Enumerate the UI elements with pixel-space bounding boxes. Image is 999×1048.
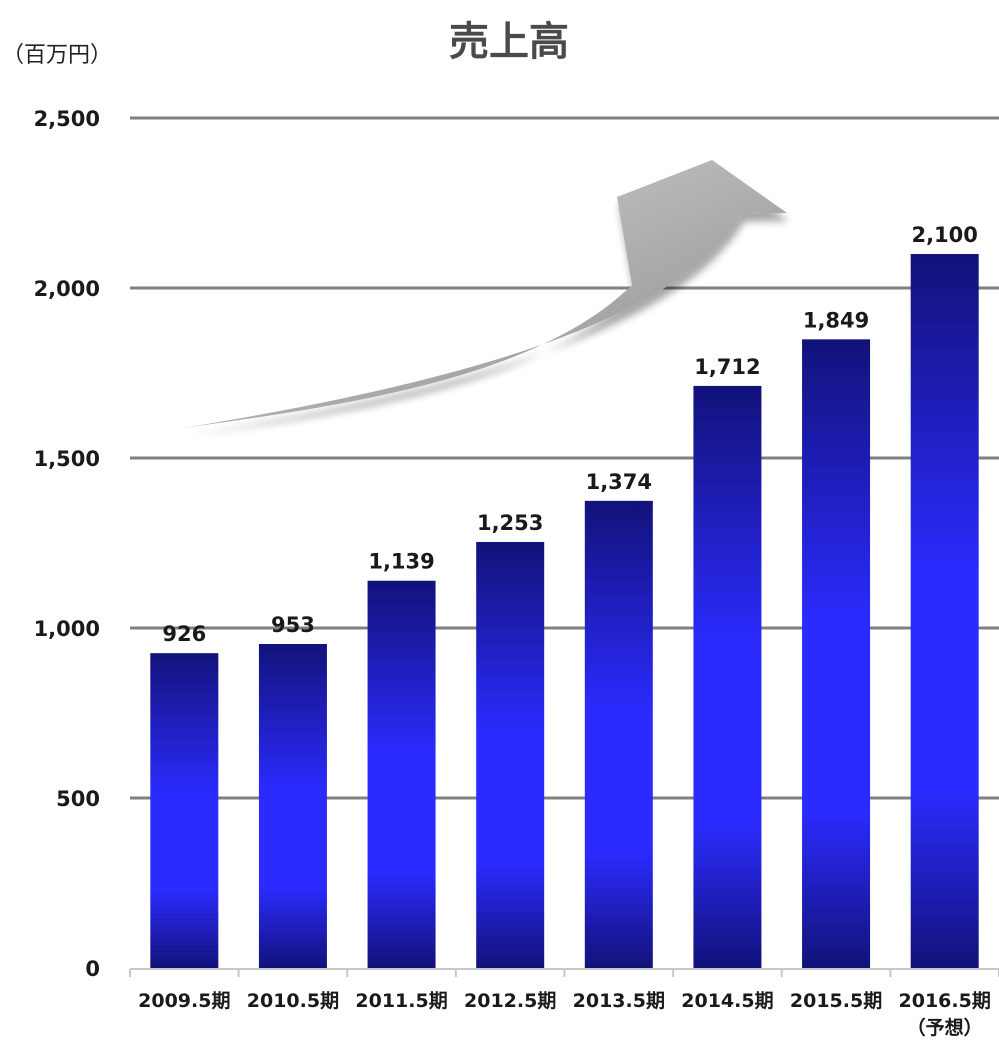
y-axis-unit-label: （百万円） (2, 43, 112, 68)
x-axis: 2009.5期 2010.5期 2011.5期 2012.5期 2013.5期 2014.… (129, 968, 999, 1039)
bar (367, 580, 436, 968)
x-tick-label: 2015.5期 (790, 990, 882, 1012)
y-tick-label: 2,500 (34, 107, 100, 131)
data-label: 953 (271, 613, 315, 637)
y-tick-label: 500 (56, 787, 100, 811)
bar (693, 385, 762, 968)
y-tick-label: 0 (85, 957, 100, 981)
y-tick-label: 1,000 (34, 617, 100, 641)
bar (910, 254, 979, 968)
bar (258, 643, 327, 968)
data-label: 1,374 (586, 470, 652, 494)
x-tick-label: 2012.5期 (464, 990, 556, 1012)
bars (150, 254, 979, 969)
data-label: 926 (162, 622, 206, 646)
bar (584, 500, 653, 968)
value-labels: 926 953 1,139 1,253 1,374 1,712 1,849 2,100 (162, 223, 978, 646)
x-tick-label: 2014.5期 (681, 990, 773, 1012)
chart-title: 売上高 (449, 19, 569, 65)
data-label: 1,139 (368, 550, 434, 574)
data-label: 1,253 (477, 511, 543, 535)
x-tick-label: 2010.5期 (247, 990, 339, 1012)
x-tick-label: 2011.5期 (355, 990, 447, 1012)
x-tick-label: 2013.5期 (573, 990, 665, 1012)
data-label: 1,712 (694, 355, 760, 379)
data-label: 1,849 (803, 308, 869, 332)
x-tick-note: （予想） (907, 1016, 983, 1039)
data-label: 2,100 (911, 223, 977, 247)
bar (476, 541, 545, 968)
y-tick-label: 1,500 (34, 447, 100, 471)
bar (802, 339, 871, 969)
y-axis-ticks: 0 500 1,000 1,500 2,000 2,500 (34, 107, 100, 981)
bar (150, 653, 219, 968)
y-tick-label: 2,000 (34, 277, 100, 301)
trend-arrow-icon (183, 160, 787, 428)
x-tick-label: 2009.5期 (138, 990, 230, 1012)
x-tick-label: 2016.5期 (899, 990, 991, 1012)
